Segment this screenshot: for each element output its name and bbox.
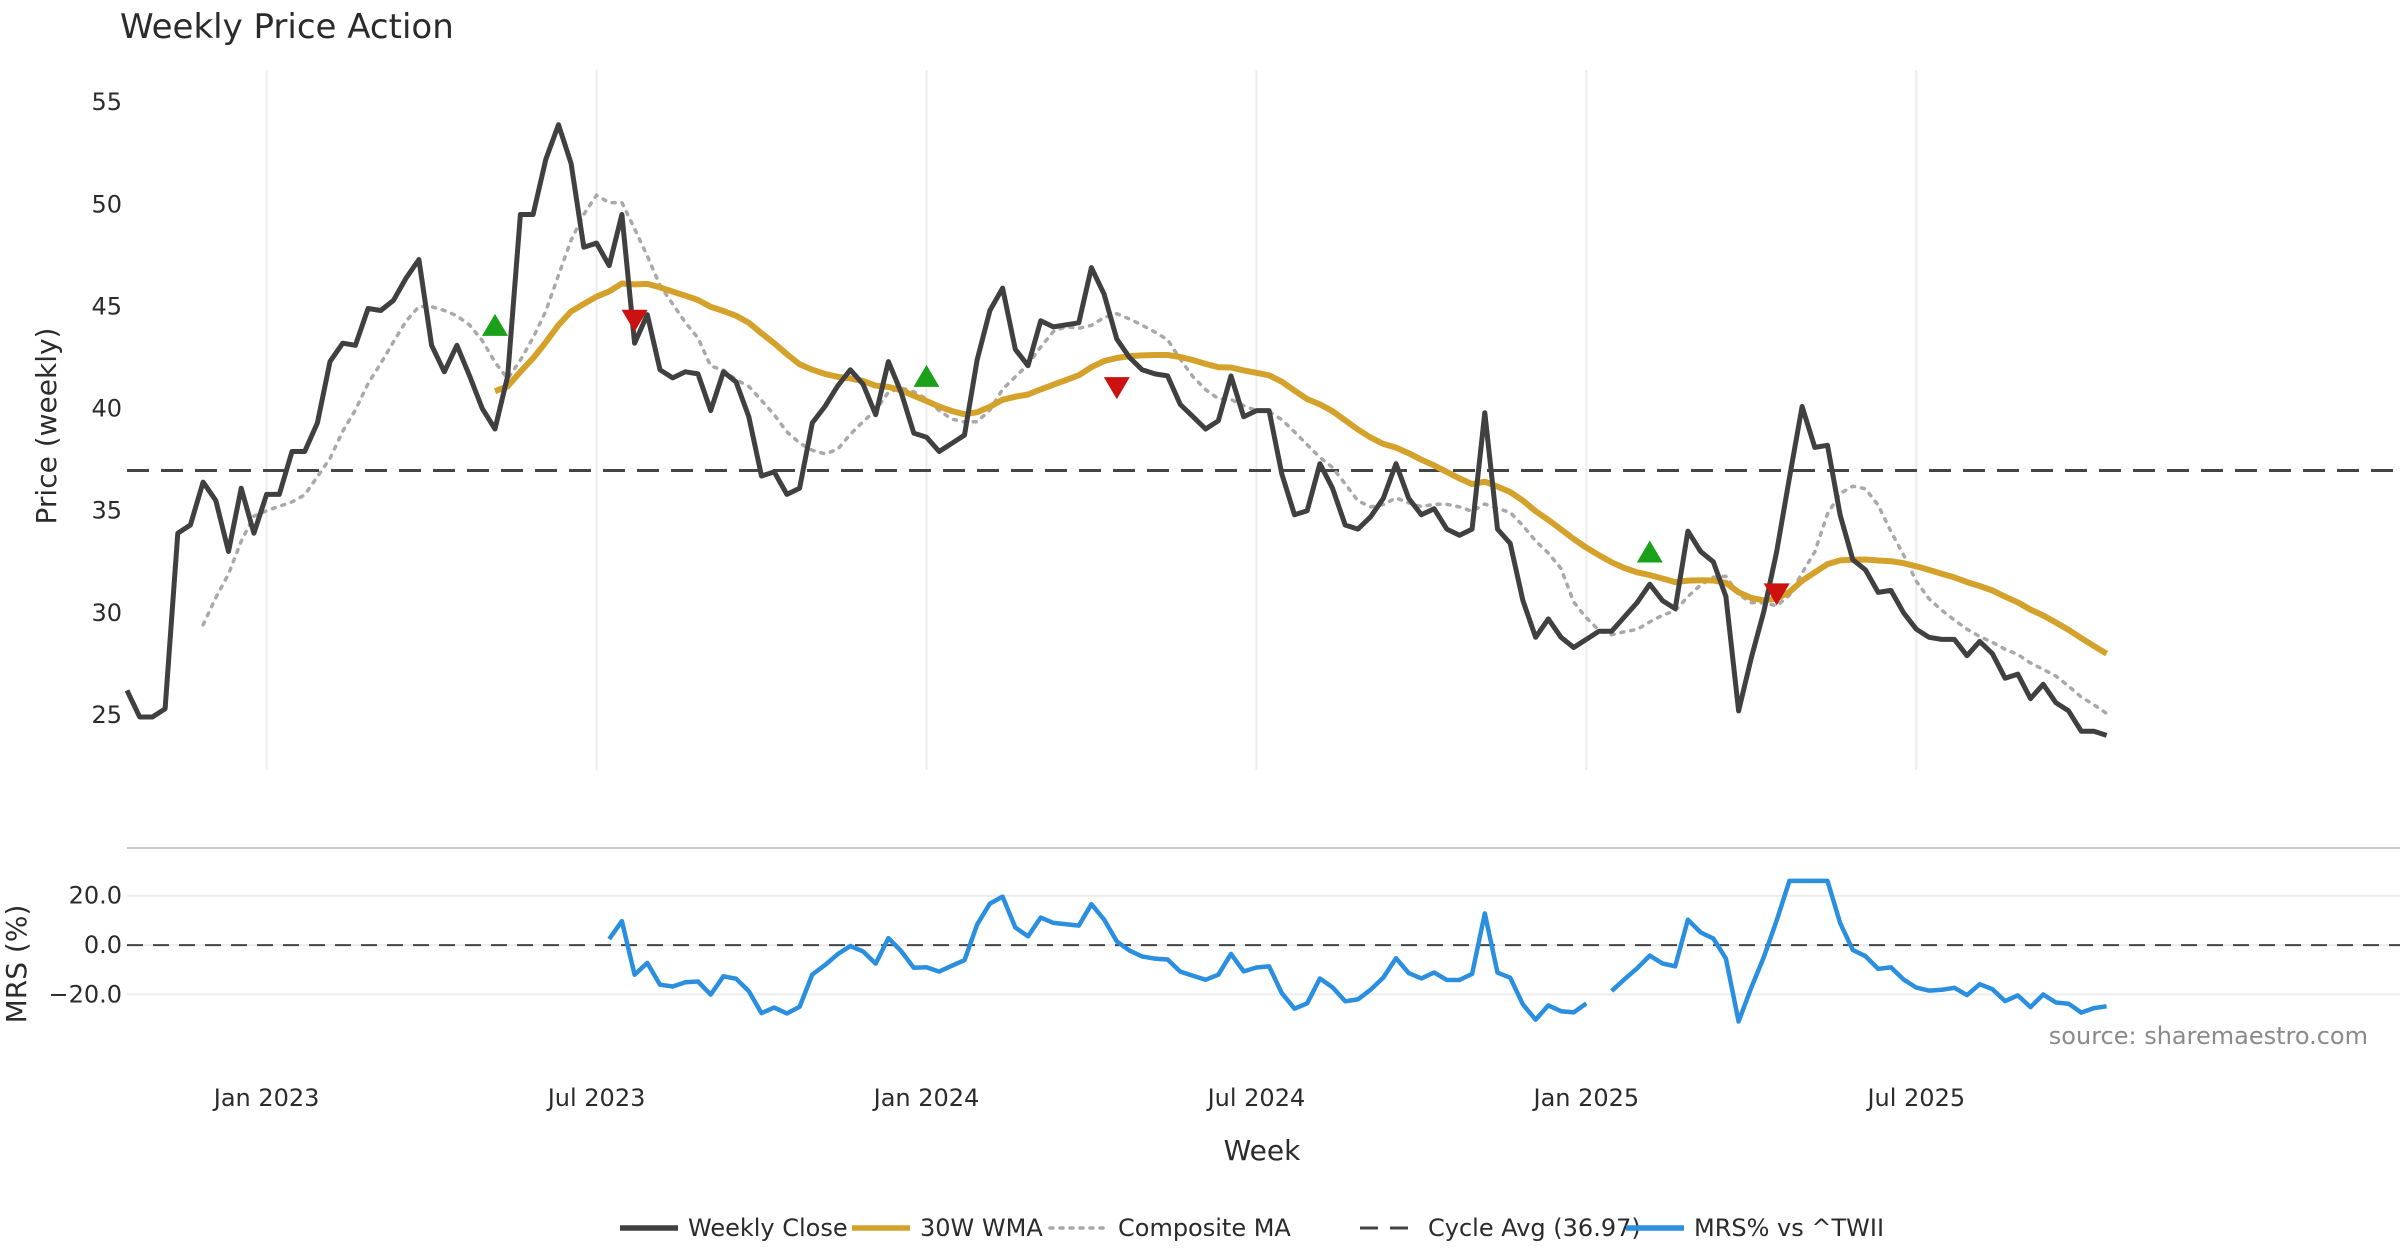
price-y-ticks: 25 30 35 40 45 50 55 <box>91 88 122 729</box>
buy-signal-marker <box>482 313 509 336</box>
mrs-lines <box>607 878 2107 1024</box>
mrs-y-axis-label: MRS (%) <box>0 905 33 1024</box>
x-tick-labels: Jan 2023 Jul 2023 Jan 2024 Jul 2024 Jan 2025… <box>212 1084 1965 1112</box>
price-y-axis-label: Price (weekly) <box>30 328 63 525</box>
buy-signal-marker <box>1636 540 1663 563</box>
chart-title: Weekly Price Action <box>120 7 454 47</box>
sell-signal-marker <box>1103 377 1130 400</box>
legend-label: Weekly Close <box>688 1214 848 1242</box>
mrs-y-tick-label: 20.0 <box>69 882 122 910</box>
x-axis-label: Week <box>1224 1134 1301 1167</box>
legend: Weekly Close 30W WMA Composite MA Cycle Avg… <box>620 1214 1884 1242</box>
price-y-tick-label: 25 <box>91 701 122 729</box>
x-tick-label: Jul 2024 <box>1206 1084 1306 1112</box>
sell-signal-marker <box>621 309 648 332</box>
legend-label: MRS% vs ^TWII <box>1694 1214 1884 1242</box>
buy-signal-marker <box>913 364 940 387</box>
legend-label: 30W WMA <box>920 1214 1043 1242</box>
weekly-close-line <box>124 122 2108 738</box>
x-tick-label: Jul 2025 <box>1865 1084 1965 1112</box>
price-y-tick-label: 45 <box>91 292 122 320</box>
price-y-tick-label: 40 <box>91 395 122 423</box>
legend-label: Composite MA <box>1118 1214 1291 1242</box>
mrs-y-tick-label: 0.0 <box>84 931 122 959</box>
signal-markers <box>482 309 1790 606</box>
x-tick-label: Jan 2024 <box>872 1084 980 1112</box>
sell-signal-marker <box>1763 583 1790 606</box>
grid-lines <box>127 70 2400 996</box>
mrs-y-tick-label: −20.0 <box>48 980 122 1008</box>
mrs-line <box>1610 878 2107 1024</box>
price-y-tick-label: 35 <box>91 497 122 525</box>
price-y-tick-label: 50 <box>91 190 122 218</box>
price-y-tick-label: 55 <box>91 88 122 116</box>
x-tick-label: Jul 2023 <box>546 1084 646 1112</box>
legend-label: Cycle Avg (36.97) <box>1428 1214 1641 1242</box>
mrs-line <box>607 894 1588 1022</box>
x-tick-label: Jan 2023 <box>212 1084 320 1112</box>
composite-ma-line <box>201 192 2109 716</box>
source-note: source: sharemaestro.com <box>2049 1022 2368 1050</box>
price-y-tick-label: 30 <box>91 599 122 627</box>
mrs-y-ticks: 20.0 0.0 −20.0 <box>48 882 122 1009</box>
x-tick-label: Jan 2025 <box>1531 1084 1639 1112</box>
wma-30w-line <box>493 280 2109 657</box>
